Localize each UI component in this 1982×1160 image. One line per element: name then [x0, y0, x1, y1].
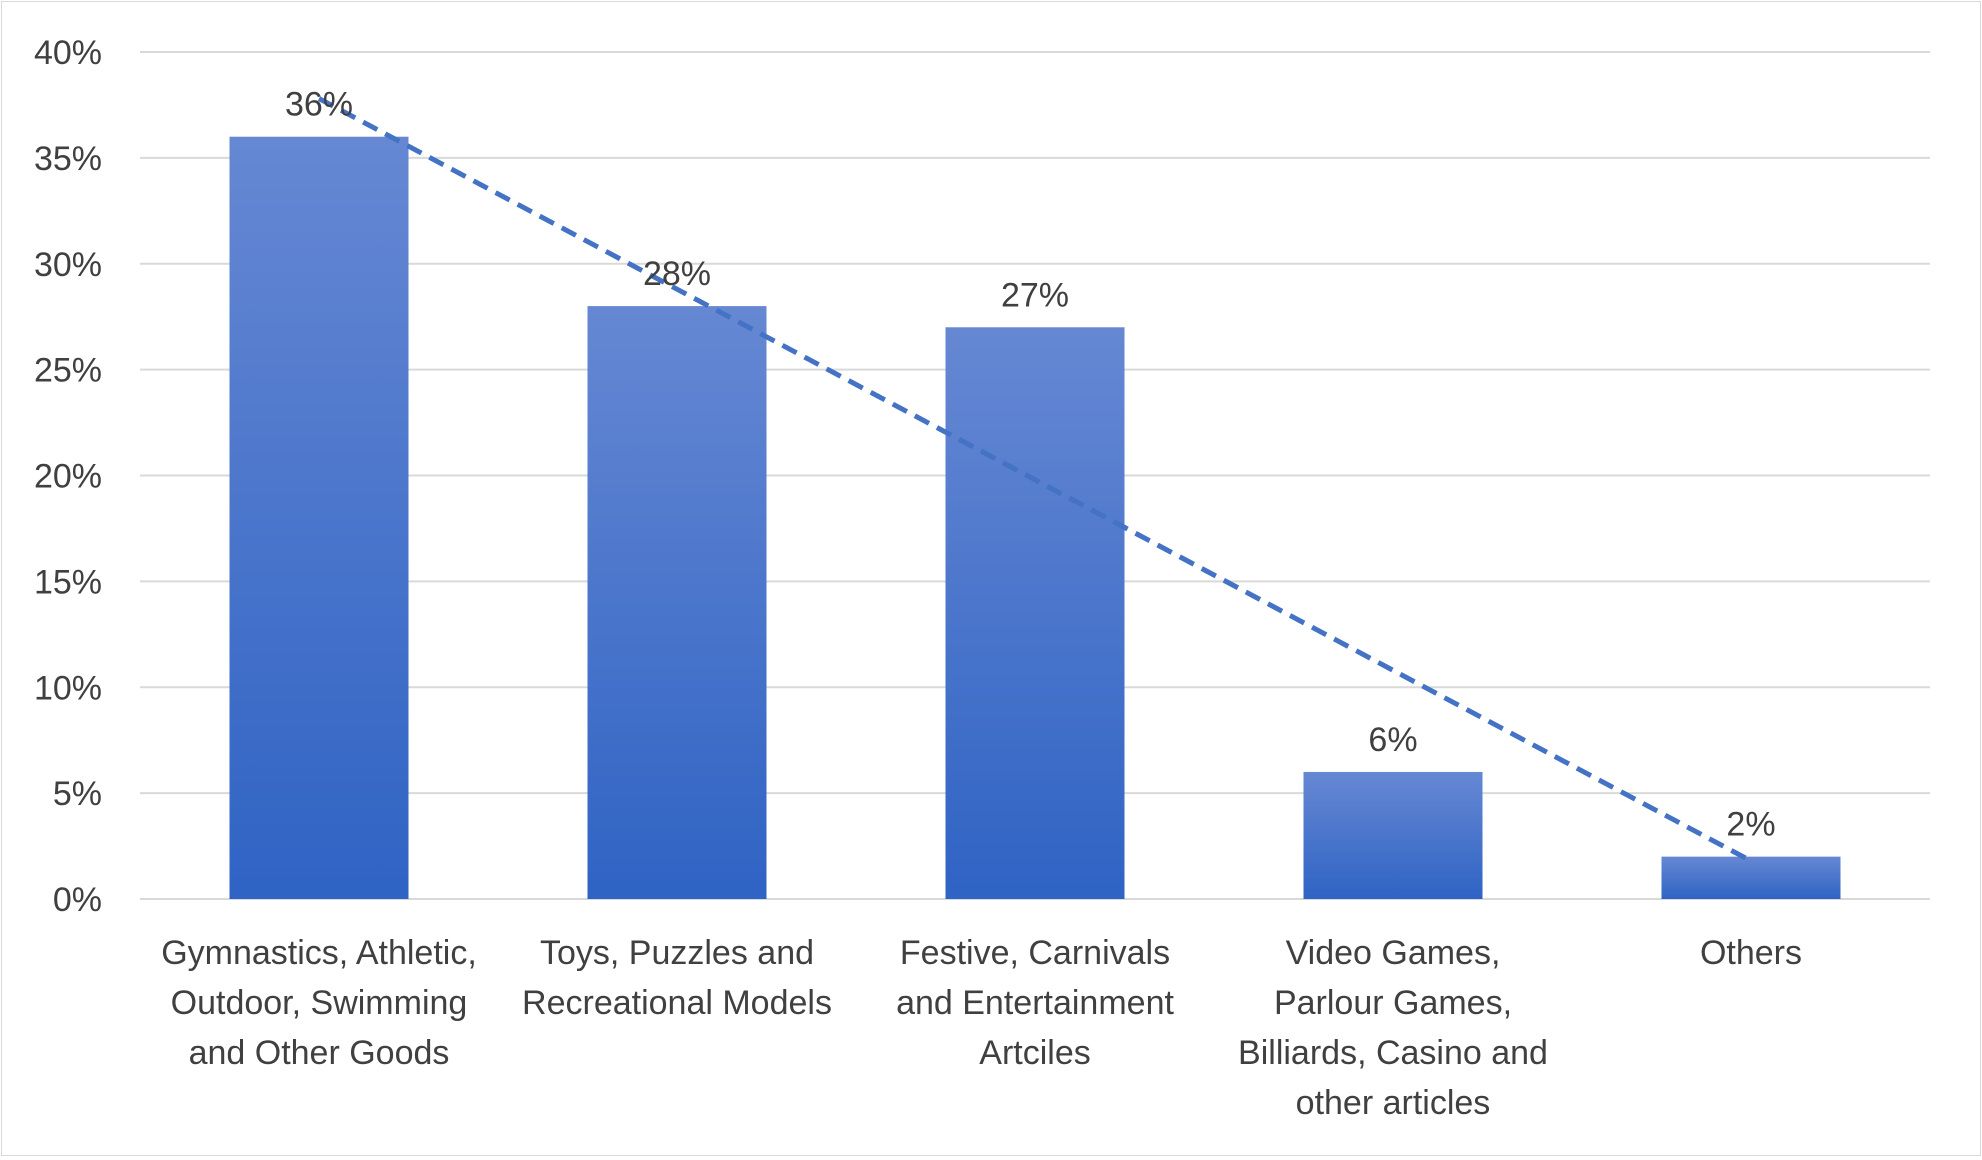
y-tick-label: 0% — [53, 881, 102, 919]
category-label-line: Festive, Carnivals — [900, 934, 1170, 972]
category-label-line: and Other Goods — [189, 1034, 450, 1072]
data-label: 36% — [285, 86, 353, 124]
category-label-line: other articles — [1296, 1084, 1491, 1122]
category-label-line: Video Games, — [1286, 934, 1501, 972]
data-labels: 36% 28% 27% 6% 2% — [285, 86, 1776, 844]
bars — [229, 136, 1841, 900]
y-tick-label: 30% — [34, 246, 102, 284]
category-label: Video Games, Parlour Games, Billiards, Cas… — [1238, 934, 1548, 1122]
y-tick-label: 15% — [34, 563, 102, 601]
category-label-line: Artciles — [979, 1034, 1090, 1072]
data-label: 6% — [1368, 721, 1417, 759]
category-label: Toys, Puzzles and Recreational Models — [522, 934, 832, 1022]
bar — [229, 136, 409, 899]
bar — [587, 306, 767, 900]
y-axis-ticks: 0% 5% 10% 15% 20% 25% 30% 35% 40% — [34, 34, 102, 919]
category-label-line: and Entertainment — [896, 984, 1174, 1022]
category-label: Others — [1700, 934, 1802, 972]
category-label-line: Gymnastics, Athletic, — [161, 934, 477, 972]
y-tick-label: 25% — [34, 352, 102, 390]
category-label-line: Others — [1700, 934, 1802, 972]
category-label: Festive, Carnivals and Entertainment Artci… — [896, 934, 1174, 1072]
category-label-line: Recreational Models — [522, 984, 832, 1022]
y-tick-label: 40% — [34, 34, 102, 72]
y-tick-label: 20% — [34, 458, 102, 496]
trendline — [317, 96, 1753, 864]
y-tick-label: 35% — [34, 140, 102, 178]
data-label: 28% — [643, 255, 711, 293]
bar — [1303, 771, 1483, 899]
trendline-layer — [317, 96, 1753, 864]
category-label-line: Outdoor, Swimming — [171, 984, 468, 1022]
y-tick-label: 5% — [53, 775, 102, 813]
category-label-line: Parlour Games, — [1274, 984, 1512, 1022]
category-labels: Gymnastics, Athletic, Outdoor, Swimming an… — [161, 934, 1802, 1122]
bar — [1661, 856, 1841, 899]
data-label: 2% — [1726, 806, 1775, 844]
y-tick-label: 10% — [34, 669, 102, 707]
category-label-line: Toys, Puzzles and — [540, 934, 814, 972]
category-label-line: Billiards, Casino and — [1238, 1034, 1548, 1072]
bar — [945, 327, 1125, 899]
data-label: 27% — [1001, 276, 1069, 314]
category-label: Gymnastics, Athletic, Outdoor, Swimming an… — [161, 934, 477, 1072]
